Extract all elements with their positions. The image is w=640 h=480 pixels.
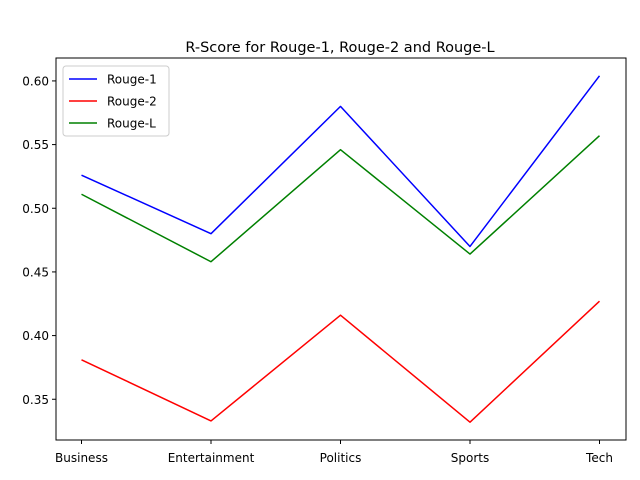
x-tick-label: Tech — [585, 451, 613, 465]
series-line-rouge-1 — [81, 75, 601, 248]
x-axis: Business Entertainment Politics Sports Tech — [55, 440, 613, 465]
series-line-rouge-2 — [81, 300, 601, 423]
y-tick-label: 0.35 — [22, 393, 49, 407]
x-tick-label: Entertainment — [168, 451, 255, 465]
legend-label: Rouge-1 — [107, 73, 157, 87]
legend-box — [62, 65, 170, 137]
x-tick-label: Business — [55, 451, 108, 465]
y-tick-label: 0.40 — [22, 329, 49, 343]
legend: Rouge-1 Rouge-2 Rouge-L — [62, 65, 170, 137]
legend-label: Rouge-2 — [107, 95, 157, 109]
y-tick-label: 0.45 — [22, 265, 49, 279]
series-lines — [81, 75, 601, 423]
x-tick-label: Politics — [320, 451, 362, 465]
plot-frame — [55, 57, 627, 441]
x-tick-label: Sports — [451, 451, 489, 465]
y-tick-label: 0.50 — [22, 202, 49, 216]
chart-title: R-Score for Rouge-1, Rouge-2 and Rouge-L — [185, 40, 494, 56]
legend-label: Rouge-L — [107, 117, 156, 131]
y-tick-label: 0.60 — [22, 74, 49, 88]
series-line-rouge-l — [81, 135, 601, 263]
y-axis: 0.35 0.40 0.45 0.50 0.55 0.60 — [22, 74, 56, 407]
y-tick-label: 0.55 — [22, 138, 49, 152]
